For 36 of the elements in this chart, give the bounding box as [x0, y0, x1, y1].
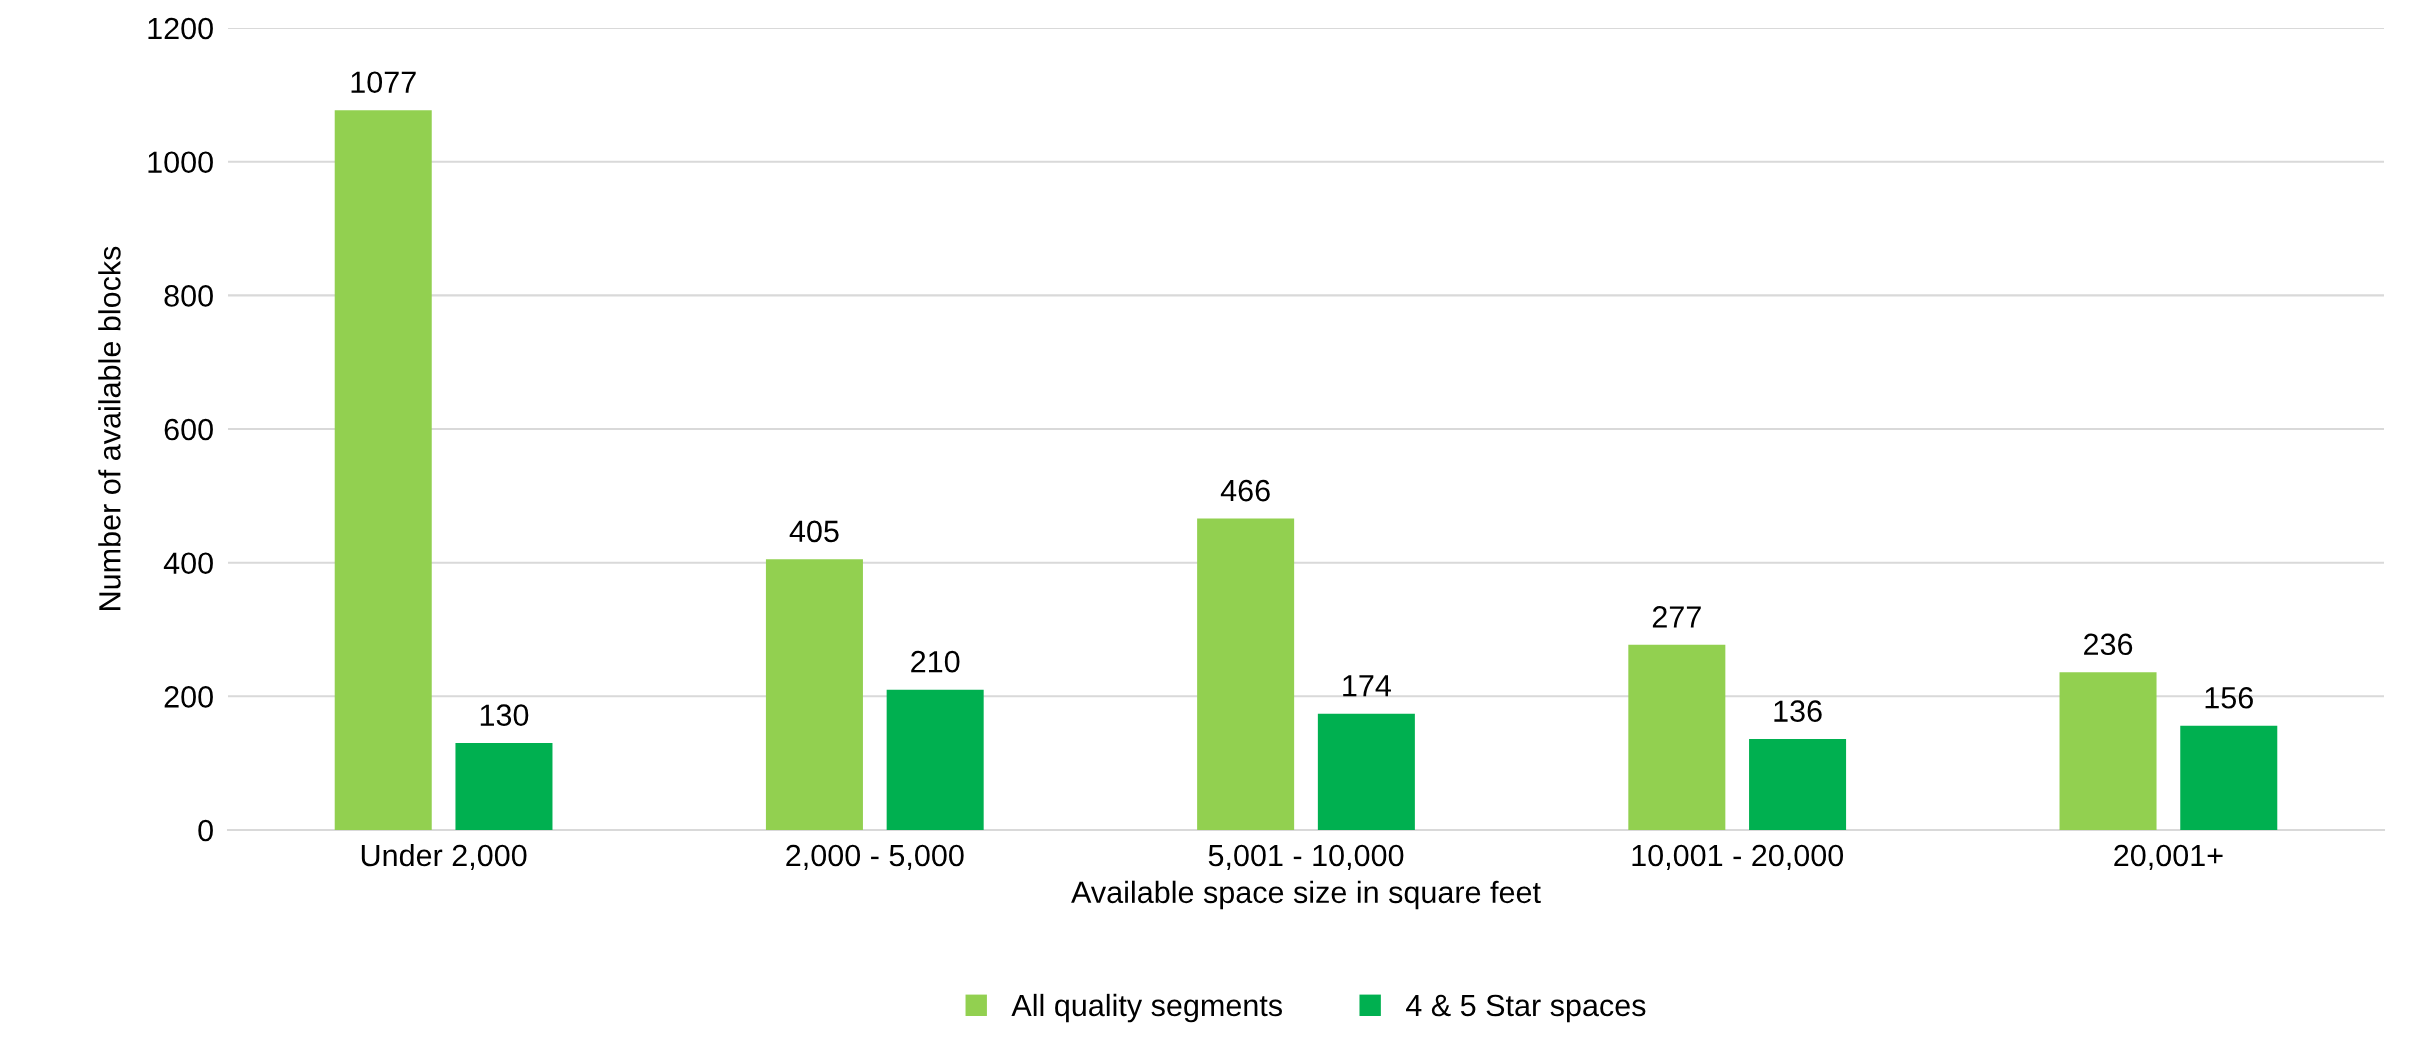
bar	[455, 743, 553, 830]
data-label: 210	[911, 650, 960, 673]
legend-label: 4 & 5 Star spaces	[1406, 994, 1646, 1023]
x-tick-label: 10,001 - 20,000	[1632, 844, 1844, 870]
x-tick-label: 2,000 - 5,000	[786, 844, 964, 870]
y-tick-label: 600	[164, 418, 213, 441]
bar	[1749, 739, 1847, 830]
bar	[2180, 725, 2278, 830]
x-tick-label: 20,001+	[2114, 844, 2223, 870]
y-tick-label: 400	[163, 552, 213, 575]
x-axis-title: Available space size in square feet	[1071, 880, 1541, 910]
data-label: 1077	[351, 71, 416, 94]
bar	[2059, 672, 2157, 830]
y-tick-label: 800	[164, 285, 213, 307]
legend-label: All quality segments	[1011, 993, 1282, 1023]
data-label: 236	[2084, 633, 2133, 656]
data-label: 174	[1343, 675, 1391, 697]
y-tick-label: 0	[198, 819, 213, 842]
y-tick-label: 200	[164, 686, 213, 708]
data-label: 405	[789, 520, 839, 543]
bar	[334, 110, 432, 830]
bar	[1317, 713, 1415, 830]
x-tick-label: Under 2,000	[361, 843, 527, 870]
data-label: 156	[2205, 686, 2253, 709]
x-tick-label: 5,001 - 10,000	[1208, 844, 1404, 870]
data-label: 130	[480, 704, 529, 726]
data-label: 277	[1652, 606, 1701, 628]
bar	[1628, 644, 1726, 830]
bar	[1197, 518, 1295, 830]
data-label: 466	[1220, 479, 1270, 502]
y-tick-label: 1000	[148, 151, 213, 174]
bar	[765, 559, 863, 830]
bar	[886, 689, 984, 830]
y-axis-title: Number of available blocks	[98, 246, 121, 610]
data-label: 136	[1774, 700, 1822, 722]
y-tick-label: 1200	[148, 17, 213, 40]
